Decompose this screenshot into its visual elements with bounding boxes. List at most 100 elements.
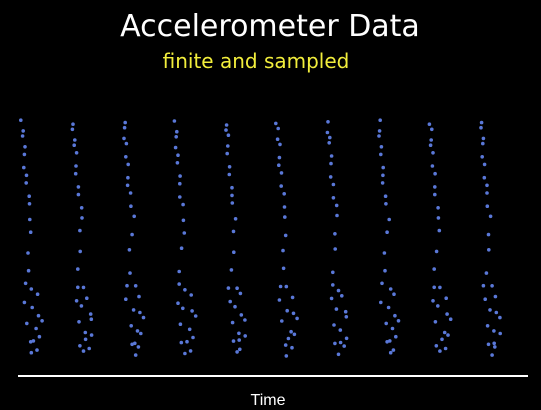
data-point (83, 330, 88, 335)
data-point (445, 312, 449, 316)
data-point (479, 120, 484, 125)
data-point (436, 216, 441, 220)
data-point (291, 311, 296, 316)
data-point (224, 123, 229, 127)
data-point (81, 349, 86, 353)
data-point (89, 317, 94, 322)
data-point (185, 339, 189, 344)
data-point (379, 300, 383, 305)
data-point (329, 296, 334, 301)
data-point (336, 288, 341, 293)
data-point (332, 323, 336, 327)
data-point (232, 250, 236, 254)
data-point (382, 251, 387, 255)
data-point (183, 288, 187, 292)
data-point (485, 204, 490, 208)
data-point (327, 141, 332, 145)
data-point (191, 335, 195, 340)
data-point (487, 248, 491, 252)
data-point (122, 136, 126, 141)
data-point (488, 214, 493, 219)
data-point (340, 294, 344, 298)
data-point (226, 133, 231, 137)
data-point (429, 138, 434, 142)
data-point (123, 120, 127, 125)
data-point (130, 232, 134, 237)
data-point (432, 285, 437, 290)
data-point (479, 125, 483, 130)
data-point (498, 315, 502, 320)
data-point (295, 316, 299, 321)
data-point (344, 315, 349, 319)
data-point (430, 127, 434, 132)
data-point (436, 304, 440, 308)
data-point (235, 286, 239, 291)
data-point (390, 326, 395, 331)
data-point (333, 232, 337, 236)
data-point (378, 118, 383, 122)
data-point (289, 329, 293, 334)
data-point (388, 287, 393, 291)
data-point (482, 162, 487, 167)
data-point (333, 247, 338, 251)
data-point (485, 324, 490, 328)
data-point (181, 202, 185, 207)
data-point (442, 330, 447, 335)
data-point (433, 320, 438, 324)
data-point (231, 339, 236, 343)
data-point (85, 296, 89, 301)
data-point (81, 285, 86, 290)
data-point (493, 294, 498, 299)
data-point (181, 218, 186, 223)
data-points (19, 118, 503, 358)
data-point (138, 310, 142, 315)
data-point (431, 151, 435, 155)
data-point (380, 281, 384, 286)
data-point (77, 320, 81, 324)
data-point (279, 184, 284, 188)
data-point (292, 332, 297, 337)
data-point (284, 284, 289, 289)
data-point (188, 349, 193, 353)
data-point (20, 134, 25, 138)
data-point (437, 228, 442, 233)
data-point (334, 203, 339, 208)
data-point (21, 129, 26, 133)
data-point (433, 192, 437, 197)
data-point (35, 348, 39, 352)
data-point (483, 297, 488, 302)
data-point (135, 329, 140, 333)
data-point (335, 213, 339, 218)
data-point (392, 292, 396, 297)
data-point (128, 191, 133, 195)
data-point (183, 351, 187, 356)
data-point (74, 151, 79, 155)
data-point (448, 317, 453, 322)
data-point (23, 281, 28, 286)
data-point (230, 185, 234, 190)
data-point (27, 194, 32, 198)
data-point (23, 145, 27, 149)
data-point (131, 308, 136, 312)
data-point (73, 138, 77, 142)
data-point (377, 134, 381, 138)
data-point (175, 129, 179, 134)
data-point (24, 181, 29, 185)
data-point (285, 308, 290, 313)
data-point (172, 119, 177, 123)
data-point (277, 155, 282, 160)
data-point (438, 285, 442, 290)
data-point (122, 125, 127, 130)
data-point (74, 164, 78, 168)
data-point (380, 181, 385, 185)
data-point (187, 327, 192, 332)
data-point (76, 285, 80, 290)
data-point (175, 161, 180, 165)
data-point (225, 151, 229, 156)
data-point (233, 217, 238, 221)
data-point (279, 171, 284, 175)
data-point (24, 173, 29, 178)
data-point (482, 175, 487, 180)
data-point (71, 122, 75, 126)
